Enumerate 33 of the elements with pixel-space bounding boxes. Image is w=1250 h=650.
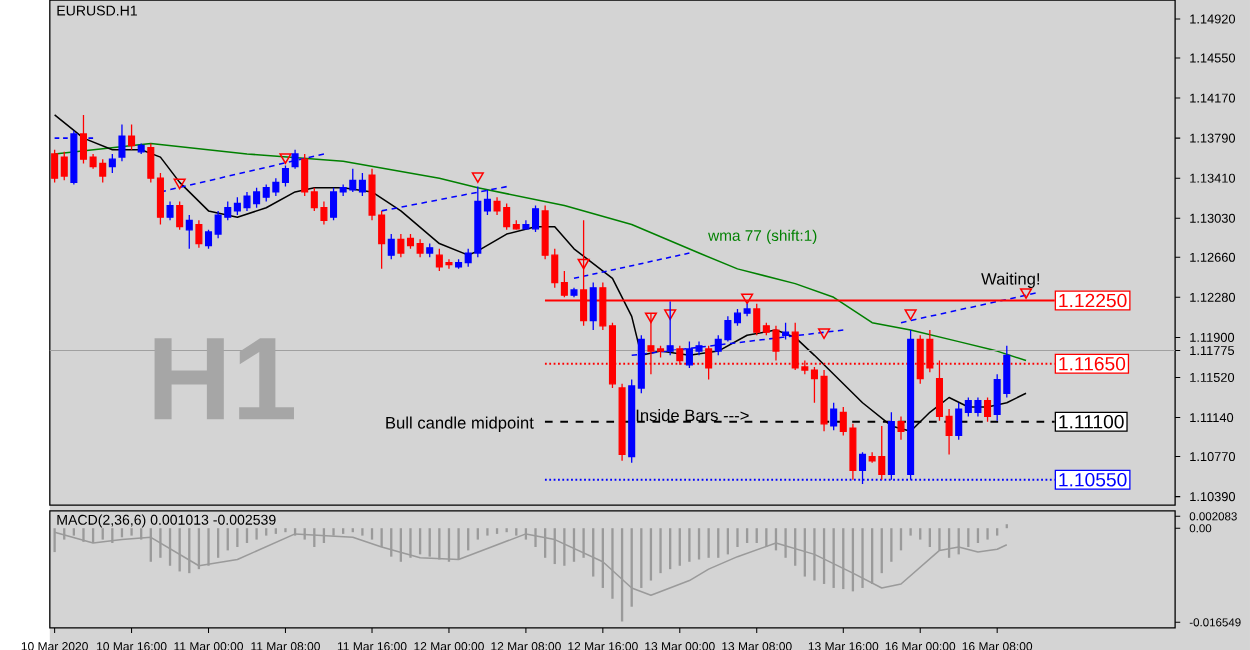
candlestick bbox=[426, 242, 434, 258]
point bbox=[904, 308, 917, 320]
point bbox=[471, 171, 484, 183]
candlestick bbox=[176, 200, 184, 231]
ref-line-label: 1.12250 bbox=[1059, 293, 1127, 307]
candlestick bbox=[137, 142, 145, 155]
ref-line-label: 1.10550 bbox=[1059, 472, 1127, 487]
candlestick bbox=[570, 286, 578, 298]
candlestick bbox=[118, 123, 126, 162]
point bbox=[644, 312, 658, 323]
point bbox=[577, 258, 590, 269]
point bbox=[1019, 287, 1033, 299]
annotation: Bull candle midpoint bbox=[386, 416, 534, 432]
point bbox=[664, 308, 677, 320]
candlestick bbox=[185, 213, 193, 249]
candlestick bbox=[589, 281, 597, 331]
point bbox=[817, 327, 831, 339]
ref-line-label: 1.11650 bbox=[1059, 356, 1126, 371]
candlestick bbox=[387, 232, 395, 260]
candlestick bbox=[195, 219, 203, 248]
candlestick bbox=[128, 123, 136, 150]
point bbox=[279, 152, 292, 164]
candlestick bbox=[897, 415, 905, 440]
candlestick bbox=[166, 200, 174, 221]
annotation: Waiting! bbox=[981, 272, 1040, 288]
candlestick bbox=[830, 401, 838, 431]
point bbox=[741, 293, 754, 304]
candlestick bbox=[108, 152, 116, 174]
candlestick bbox=[618, 382, 626, 461]
point bbox=[173, 178, 186, 189]
ref-line-label: 1.11100 bbox=[1059, 414, 1124, 429]
candlestick bbox=[984, 396, 992, 422]
annotation: Inside Bars ---> bbox=[636, 408, 749, 421]
